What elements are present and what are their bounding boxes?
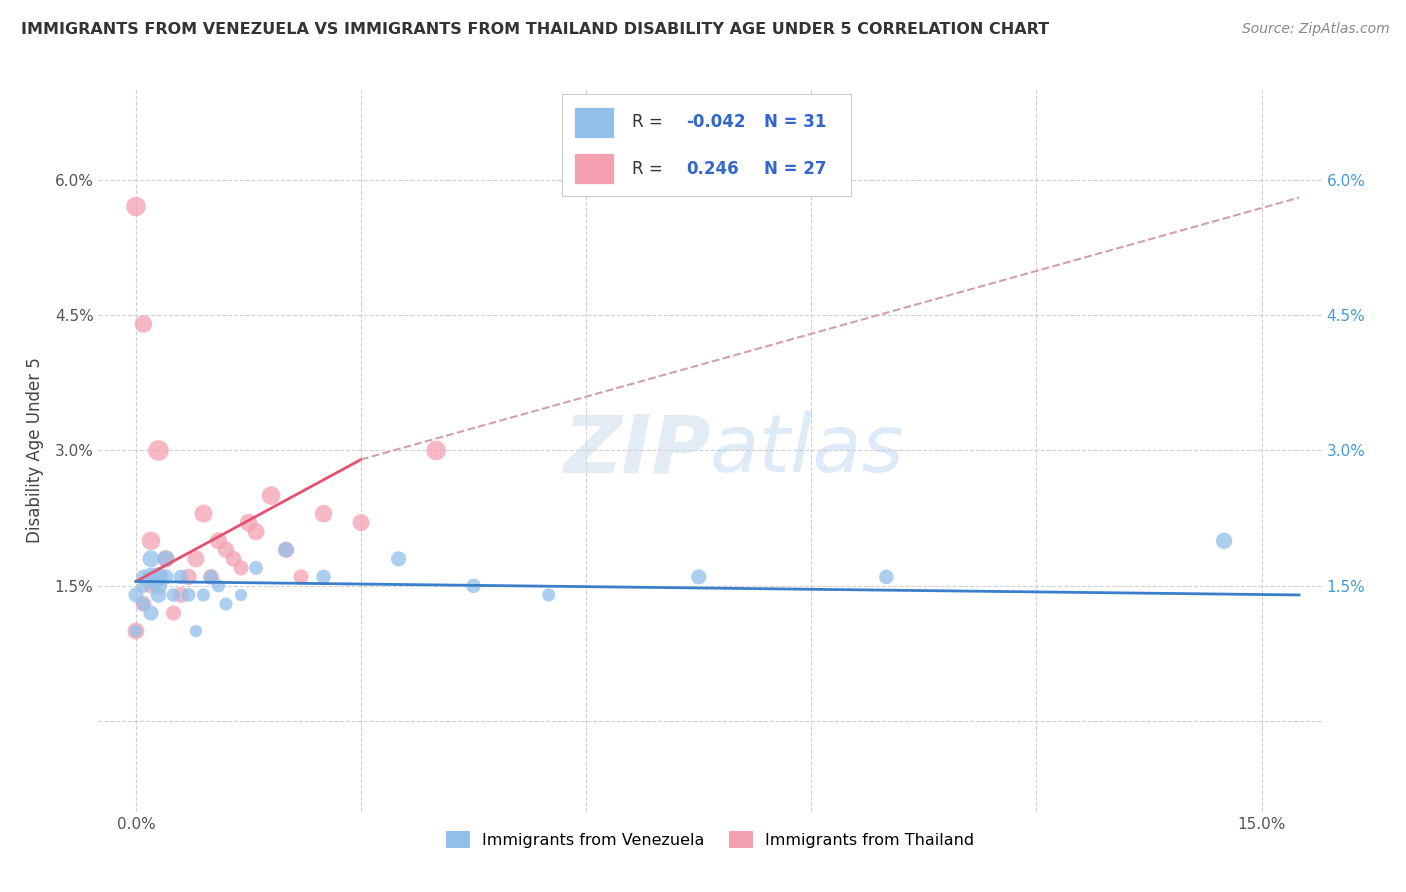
Point bbox=[312, 507, 335, 521]
Point bbox=[139, 579, 162, 593]
Point bbox=[155, 551, 177, 566]
Point bbox=[229, 561, 252, 575]
Legend: Immigrants from Venezuela, Immigrants from Thailand: Immigrants from Venezuela, Immigrants fr… bbox=[439, 825, 981, 855]
Point bbox=[162, 588, 184, 602]
Point bbox=[139, 570, 162, 584]
Point bbox=[155, 570, 177, 584]
Text: 0.246: 0.246 bbox=[686, 160, 740, 178]
Text: -0.042: -0.042 bbox=[686, 113, 745, 131]
Point bbox=[155, 551, 177, 566]
Text: N = 31: N = 31 bbox=[765, 113, 827, 131]
Point bbox=[132, 570, 155, 584]
Point bbox=[245, 524, 267, 539]
Point bbox=[312, 570, 335, 584]
Text: Source: ZipAtlas.com: Source: ZipAtlas.com bbox=[1241, 22, 1389, 37]
Text: ZIP: ZIP bbox=[562, 411, 710, 490]
Point bbox=[170, 588, 193, 602]
Bar bbox=[574, 153, 614, 184]
Text: atlas: atlas bbox=[710, 411, 905, 490]
Y-axis label: Disability Age Under 5: Disability Age Under 5 bbox=[25, 358, 44, 543]
Point bbox=[207, 533, 229, 548]
Point bbox=[215, 542, 238, 557]
Point bbox=[139, 606, 162, 620]
Point bbox=[132, 597, 155, 611]
Point bbox=[139, 533, 162, 548]
Point bbox=[875, 570, 897, 584]
Point bbox=[537, 588, 560, 602]
Point bbox=[245, 561, 267, 575]
Point bbox=[350, 516, 373, 530]
Point bbox=[177, 588, 200, 602]
Point bbox=[148, 588, 170, 602]
Point bbox=[1213, 533, 1236, 548]
Point bbox=[463, 579, 485, 593]
Point bbox=[688, 570, 710, 584]
Point bbox=[148, 570, 170, 584]
Point bbox=[132, 579, 155, 593]
Text: N = 27: N = 27 bbox=[765, 160, 827, 178]
Point bbox=[148, 570, 170, 584]
Point bbox=[162, 606, 184, 620]
Point bbox=[170, 570, 193, 584]
Point bbox=[177, 570, 200, 584]
Point bbox=[125, 624, 148, 639]
Point bbox=[215, 597, 238, 611]
Bar bbox=[574, 107, 614, 137]
Point bbox=[132, 597, 155, 611]
Point bbox=[229, 588, 252, 602]
Point bbox=[238, 516, 260, 530]
Text: R =: R = bbox=[631, 113, 662, 131]
Point bbox=[387, 551, 409, 566]
Point bbox=[260, 489, 283, 503]
Point bbox=[425, 443, 447, 458]
Point bbox=[207, 579, 229, 593]
Text: R =: R = bbox=[631, 160, 662, 178]
Point bbox=[222, 551, 245, 566]
Point bbox=[193, 588, 215, 602]
Point bbox=[184, 624, 207, 639]
Point bbox=[200, 570, 222, 584]
Point bbox=[148, 443, 170, 458]
Point bbox=[274, 542, 297, 557]
Point bbox=[274, 542, 297, 557]
Point bbox=[193, 507, 215, 521]
Point bbox=[125, 200, 148, 214]
Point bbox=[125, 588, 148, 602]
Point bbox=[200, 570, 222, 584]
Point bbox=[132, 317, 155, 331]
Text: IMMIGRANTS FROM VENEZUELA VS IMMIGRANTS FROM THAILAND DISABILITY AGE UNDER 5 COR: IMMIGRANTS FROM VENEZUELA VS IMMIGRANTS … bbox=[21, 22, 1049, 37]
Point bbox=[139, 551, 162, 566]
Point bbox=[184, 551, 207, 566]
Point bbox=[148, 579, 170, 593]
Point bbox=[125, 624, 148, 639]
Point bbox=[290, 570, 312, 584]
